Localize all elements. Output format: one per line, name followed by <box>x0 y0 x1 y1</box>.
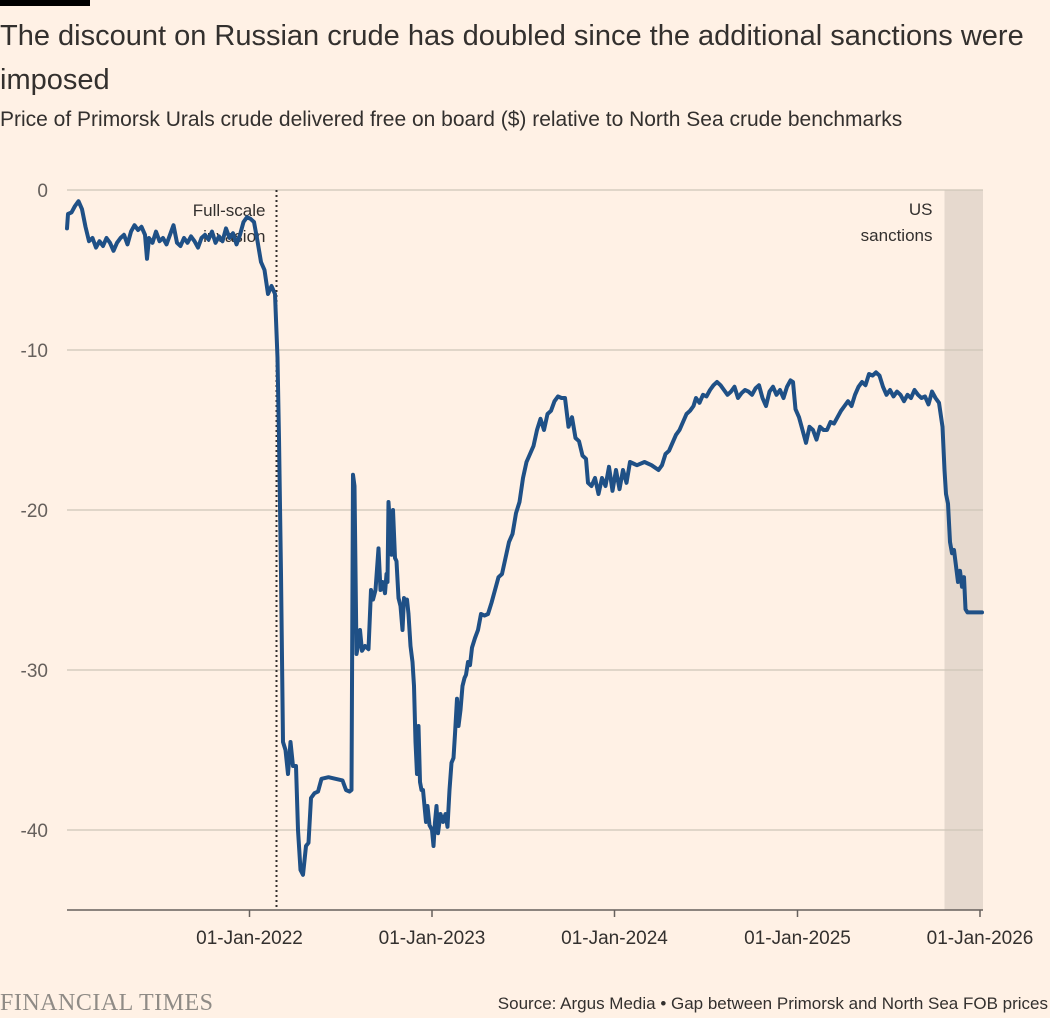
axis-layer: 0 -10 -20 -30 -40 01-Jan-2022 01-Jan-2023 01-Ja… <box>21 181 1034 949</box>
ft-logo: FINANCIAL TIMES <box>0 990 214 1016</box>
x-tick-label: 01-Jan-2022 <box>196 928 303 949</box>
x-tick-label: 01-Jan-2023 <box>379 928 486 949</box>
urals-discount-line <box>65 199 984 877</box>
chart-title: The discount on Russian crude has double… <box>0 20 1024 96</box>
y-tick-label: -20 <box>21 501 48 522</box>
y-tick-label: 0 <box>37 181 48 202</box>
chart-subtitle: Price of Primorsk Urals crude delivered … <box>0 108 903 131</box>
series-layer <box>65 199 984 877</box>
invasion-label-line: Full-scale <box>193 201 266 220</box>
y-tick-label: -30 <box>21 661 48 682</box>
grid-layer <box>67 189 983 831</box>
x-tick-label: 01-Jan-2025 <box>744 928 851 949</box>
source-note: Source: Argus Media • Gap between Primor… <box>497 994 1048 1013</box>
x-tick-label: 01-Jan-2024 <box>561 928 668 949</box>
sanctions-label-line: US <box>909 200 933 219</box>
y-tick-label: -40 <box>21 821 48 842</box>
x-tick-label: 01-Jan-2026 <box>927 928 1034 949</box>
brand-bar <box>0 0 90 6</box>
sanctions-label-line: sanctions <box>861 226 933 245</box>
y-tick-label: -10 <box>21 341 48 362</box>
